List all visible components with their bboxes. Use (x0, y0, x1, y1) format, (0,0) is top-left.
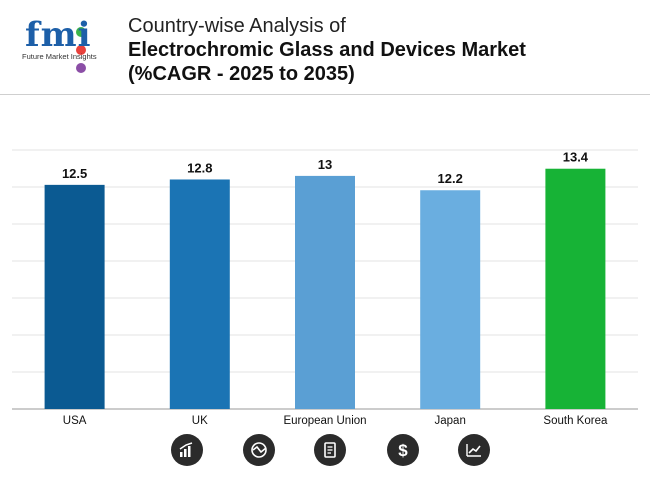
bar-uk (169, 179, 230, 409)
data-label: 12.5 (62, 166, 87, 181)
footer-icons: $ (0, 434, 650, 472)
header: fmi Future Market Insights Country-wise … (0, 0, 650, 95)
bar-usa (44, 184, 105, 409)
fmi-logo (22, 12, 108, 73)
title-line-3: (%CAGR - 2025 to 2035) (128, 63, 355, 85)
x-tick-label: European Union (283, 415, 366, 427)
bar-south-korea (545, 168, 606, 409)
x-tick-label: USA (63, 415, 87, 427)
dollar-icon: $ (387, 434, 419, 466)
logo-text: fmi (25, 15, 92, 55)
bar-european-union (295, 175, 355, 409)
logo-dot-green (76, 27, 86, 37)
title-line-2: Electrochromic Glass and Devices Market (128, 39, 526, 61)
x-tick-label: South Korea (543, 415, 608, 427)
trend-line-icon (458, 434, 490, 466)
document-icon (314, 434, 346, 466)
chart-title: Country-wise Analysis of Electrochromic … (128, 14, 526, 86)
logo-dot-red (76, 45, 86, 55)
data-label: 12.2 (438, 171, 463, 186)
svg-text:$: $ (398, 441, 408, 460)
header-divider (0, 94, 650, 95)
globe-chart-icon (243, 434, 275, 466)
x-tick-label: Japan (435, 415, 466, 427)
bar-japan (420, 190, 481, 409)
bar-chart-icon (171, 434, 203, 466)
data-label: 12.8 (187, 160, 212, 175)
data-label: 13 (318, 157, 332, 172)
x-tick-label: UK (192, 415, 208, 427)
logo-dot-purple (76, 63, 86, 73)
logo-subtitle: Future Market Insights (22, 52, 97, 61)
bar-chart: 12.5 USA 12.8 UK 13 European Union 12.2 Japan 13… (12, 149, 638, 427)
logo-dots (76, 24, 108, 78)
data-label: 13.4 (563, 150, 589, 165)
title-line-1: Country-wise Analysis of (128, 15, 346, 37)
